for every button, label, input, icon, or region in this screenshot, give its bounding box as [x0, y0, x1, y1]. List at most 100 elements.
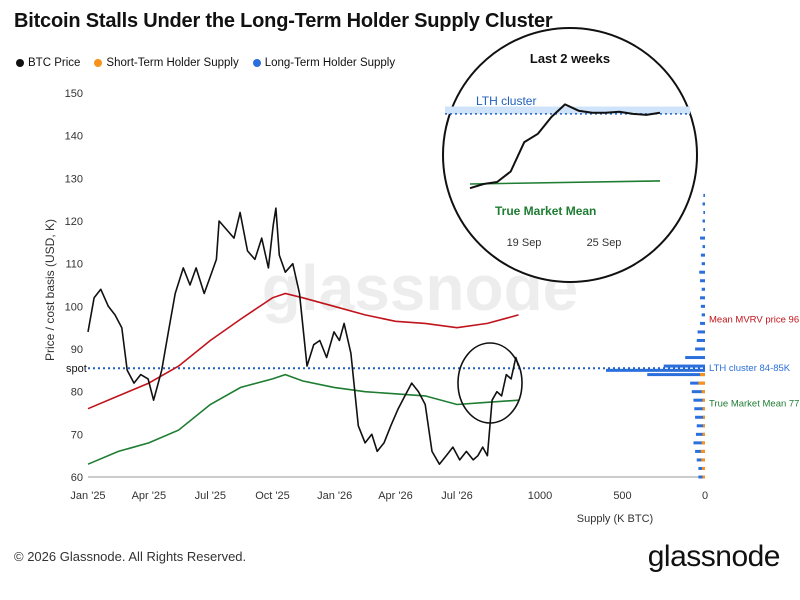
lth-supply-bar — [695, 347, 705, 351]
y-axis-ticks: 60 70 80 90 100 110 120 130 140 150 — [65, 88, 83, 484]
lth-supply-bar — [697, 330, 705, 334]
sth-supply-bar — [700, 373, 705, 377]
y-tick-label: 70 — [71, 429, 83, 441]
x-tick-label: Jul '25 — [195, 490, 226, 502]
inset-lth-band — [445, 106, 690, 114]
lth-supply-bar — [700, 236, 705, 240]
sth-supply-bar — [702, 432, 705, 436]
x-tick-label: Apr '25 — [132, 490, 167, 502]
lth-supply-bar — [703, 193, 705, 197]
lth-supply-bar — [696, 424, 705, 428]
supply-tick-label: 500 — [613, 490, 631, 502]
sth-supply-bar — [701, 390, 705, 394]
lth-supply-bar — [703, 228, 705, 232]
y-tick-label: 80 — [71, 387, 83, 399]
lth-supply-bar — [693, 398, 705, 402]
lth-supply-bar — [693, 441, 705, 445]
highlight-circle — [457, 342, 523, 424]
y-tick-label: 120 — [65, 216, 83, 228]
x-tick-label: Jul '26 — [441, 490, 472, 502]
inset-lth-label: LTH cluster — [476, 94, 536, 108]
x-tick-label: Jan '26 — [317, 490, 352, 502]
lth-supply-bar — [695, 415, 705, 419]
y-tick-label: 130 — [65, 173, 83, 185]
inset-circle — [442, 27, 698, 283]
true-market-mean-line — [87, 373, 519, 465]
legend-item-btc-price: BTC Price — [16, 57, 80, 69]
lth-supply-bar — [700, 321, 705, 325]
annotation-lth-cluster: LTH cluster 84-85K — [709, 363, 791, 374]
lth-supply-bar — [698, 466, 705, 470]
lth-supply-bar — [647, 373, 705, 377]
lth-supply-bar — [701, 313, 705, 317]
legend-swatch-lth-supply — [252, 59, 261, 67]
lth-supply-bar — [700, 253, 705, 257]
lth-supply-bar — [701, 287, 705, 291]
chart-title: Bitcoin Stalls Under the Long-Term Holde… — [14, 10, 553, 32]
sth-supply-bar — [701, 458, 705, 462]
legend-swatch-btc-price — [16, 59, 24, 67]
lth-supply-bar — [695, 449, 705, 453]
sth-supply-bar — [703, 424, 705, 428]
supply-tick-label: 1000 — [528, 490, 552, 502]
inset-title: Last 2 weeks — [530, 51, 610, 66]
copyright-text: © 2026 Glassnode. All Rights Reserved. — [14, 549, 247, 564]
y-tick-label: 100 — [65, 301, 83, 313]
supply-tick-label: 0 — [702, 490, 708, 502]
annotation-mean-mvrv: Mean MVRV price 96.9K — [709, 315, 800, 326]
x-tick-label: Oct '25 — [255, 490, 290, 502]
sth-supply-bar — [703, 415, 705, 419]
spot-label: spot — [66, 363, 87, 375]
lth-supply-bar — [691, 390, 705, 394]
y-tick-label: 60 — [71, 472, 83, 484]
legend: BTC Price Short-Term Holder Supply Long-… — [16, 57, 395, 69]
y-tick-label: 110 — [65, 259, 83, 271]
legend-label-sth-supply: Short-Term Holder Supply — [106, 57, 239, 69]
lth-supply-bar — [703, 210, 705, 214]
inset-true-market-mean-line — [469, 180, 661, 185]
brand-logo: glassnode — [647, 540, 781, 573]
y-tick-label: 140 — [65, 131, 83, 143]
annotation-true-market-mean: True Market Mean 77.2K — [709, 399, 800, 410]
sth-supply-bar — [702, 407, 705, 411]
inset-last-2-weeks: Last 2 weeks LTH cluster True Market Mea… — [442, 27, 698, 283]
lth-supply-bar — [695, 432, 705, 436]
lth-supply-bar — [700, 279, 705, 283]
lth-supply-bar — [685, 356, 705, 360]
lth-supply-bar — [694, 407, 705, 411]
legend-item-sth-supply: Short-Term Holder Supply — [94, 57, 239, 69]
lth-supply-bar — [663, 364, 705, 368]
lth-supply-bar — [696, 338, 705, 342]
mean-mvrv-line — [87, 292, 519, 410]
lth-supply-bar — [690, 381, 705, 385]
inset-xtick-25sep: 25 Sep — [587, 237, 622, 249]
x-tick-label: Jan '25 — [70, 490, 105, 502]
x-tick-label: Apr '26 — [378, 490, 413, 502]
y-tick-label: 90 — [71, 344, 83, 356]
legend-label-lth-supply: Long-Term Holder Supply — [264, 57, 396, 69]
lth-supply-bar — [696, 458, 705, 462]
legend-label-btc-price: BTC Price — [28, 57, 81, 69]
lth-supply-bar — [699, 270, 705, 274]
lth-supply-bar — [701, 262, 705, 266]
supply-axis-label: Supply (K BTC) — [577, 513, 653, 525]
lth-supply-bar — [698, 475, 705, 479]
inset-btc-price-line — [469, 103, 661, 190]
lth-supply-bar — [702, 245, 705, 249]
supply-histogram — [606, 193, 705, 479]
inset-true-market-mean-label: True Market Mean — [495, 204, 596, 218]
legend-swatch-sth-supply — [94, 59, 103, 67]
sth-supply-bar — [702, 398, 705, 402]
y-tick-label: 150 — [65, 88, 83, 100]
lth-supply-bar — [702, 202, 705, 206]
lth-supply-bar — [700, 304, 705, 308]
lth-supply-bar — [606, 368, 705, 372]
sth-supply-bar — [701, 441, 705, 445]
y-axis-label: Price / cost basis (USD, K) — [43, 219, 57, 361]
btc-price-line — [87, 207, 520, 465]
inset-xtick-19sep: 19 Sep — [507, 237, 542, 249]
sth-supply-bar — [700, 449, 705, 453]
lth-supply-bar — [702, 219, 705, 223]
sth-supply-bar — [702, 466, 705, 470]
